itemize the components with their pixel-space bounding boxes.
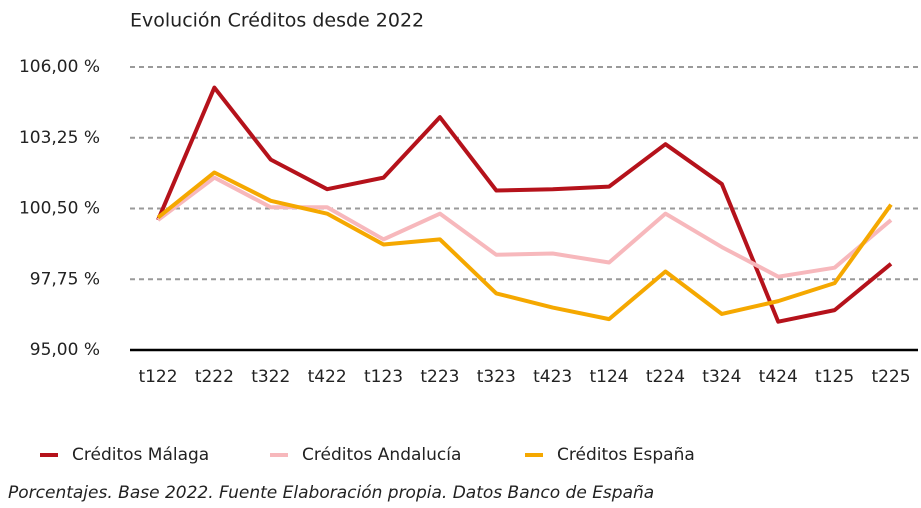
x-tick-label: t424 [759,367,798,387]
x-tick-label: t323 [477,367,516,387]
x-tick-label: t224 [646,367,685,387]
y-tick-label: 103,25 % [19,128,100,148]
x-tick-label: t123 [364,367,403,387]
note: Porcentajes. Base 2022. Fuente Elaboraci… [8,483,654,503]
legend-label: Créditos Málaga [72,445,209,465]
y-tick-label: 100,50 % [19,199,100,219]
y-tick-label: 97,75 % [30,269,100,289]
x-tick-label: t422 [308,367,347,387]
x-tick-label: t423 [533,367,572,387]
x-tick-label: t222 [195,367,234,387]
x-tick-label: t324 [702,367,741,387]
chart-title: Evolución Créditos desde 2022 [130,10,424,32]
x-tick-label: t122 [138,367,177,387]
x-tick-label: t223 [420,367,459,387]
series-line [156,85,893,324]
series-line [156,170,893,322]
series-line [156,175,893,279]
legend-label: Créditos Andalucía [302,445,461,465]
y-tick-label: 106,00 % [19,57,100,77]
x-tick-label: t322 [251,367,290,387]
x-tick-label: t225 [871,367,910,387]
x-tick-label: t124 [590,367,629,387]
x-tick-label: t125 [815,367,854,387]
legend-label: Créditos España [557,445,695,465]
y-tick-label: 95,00 % [30,340,100,360]
